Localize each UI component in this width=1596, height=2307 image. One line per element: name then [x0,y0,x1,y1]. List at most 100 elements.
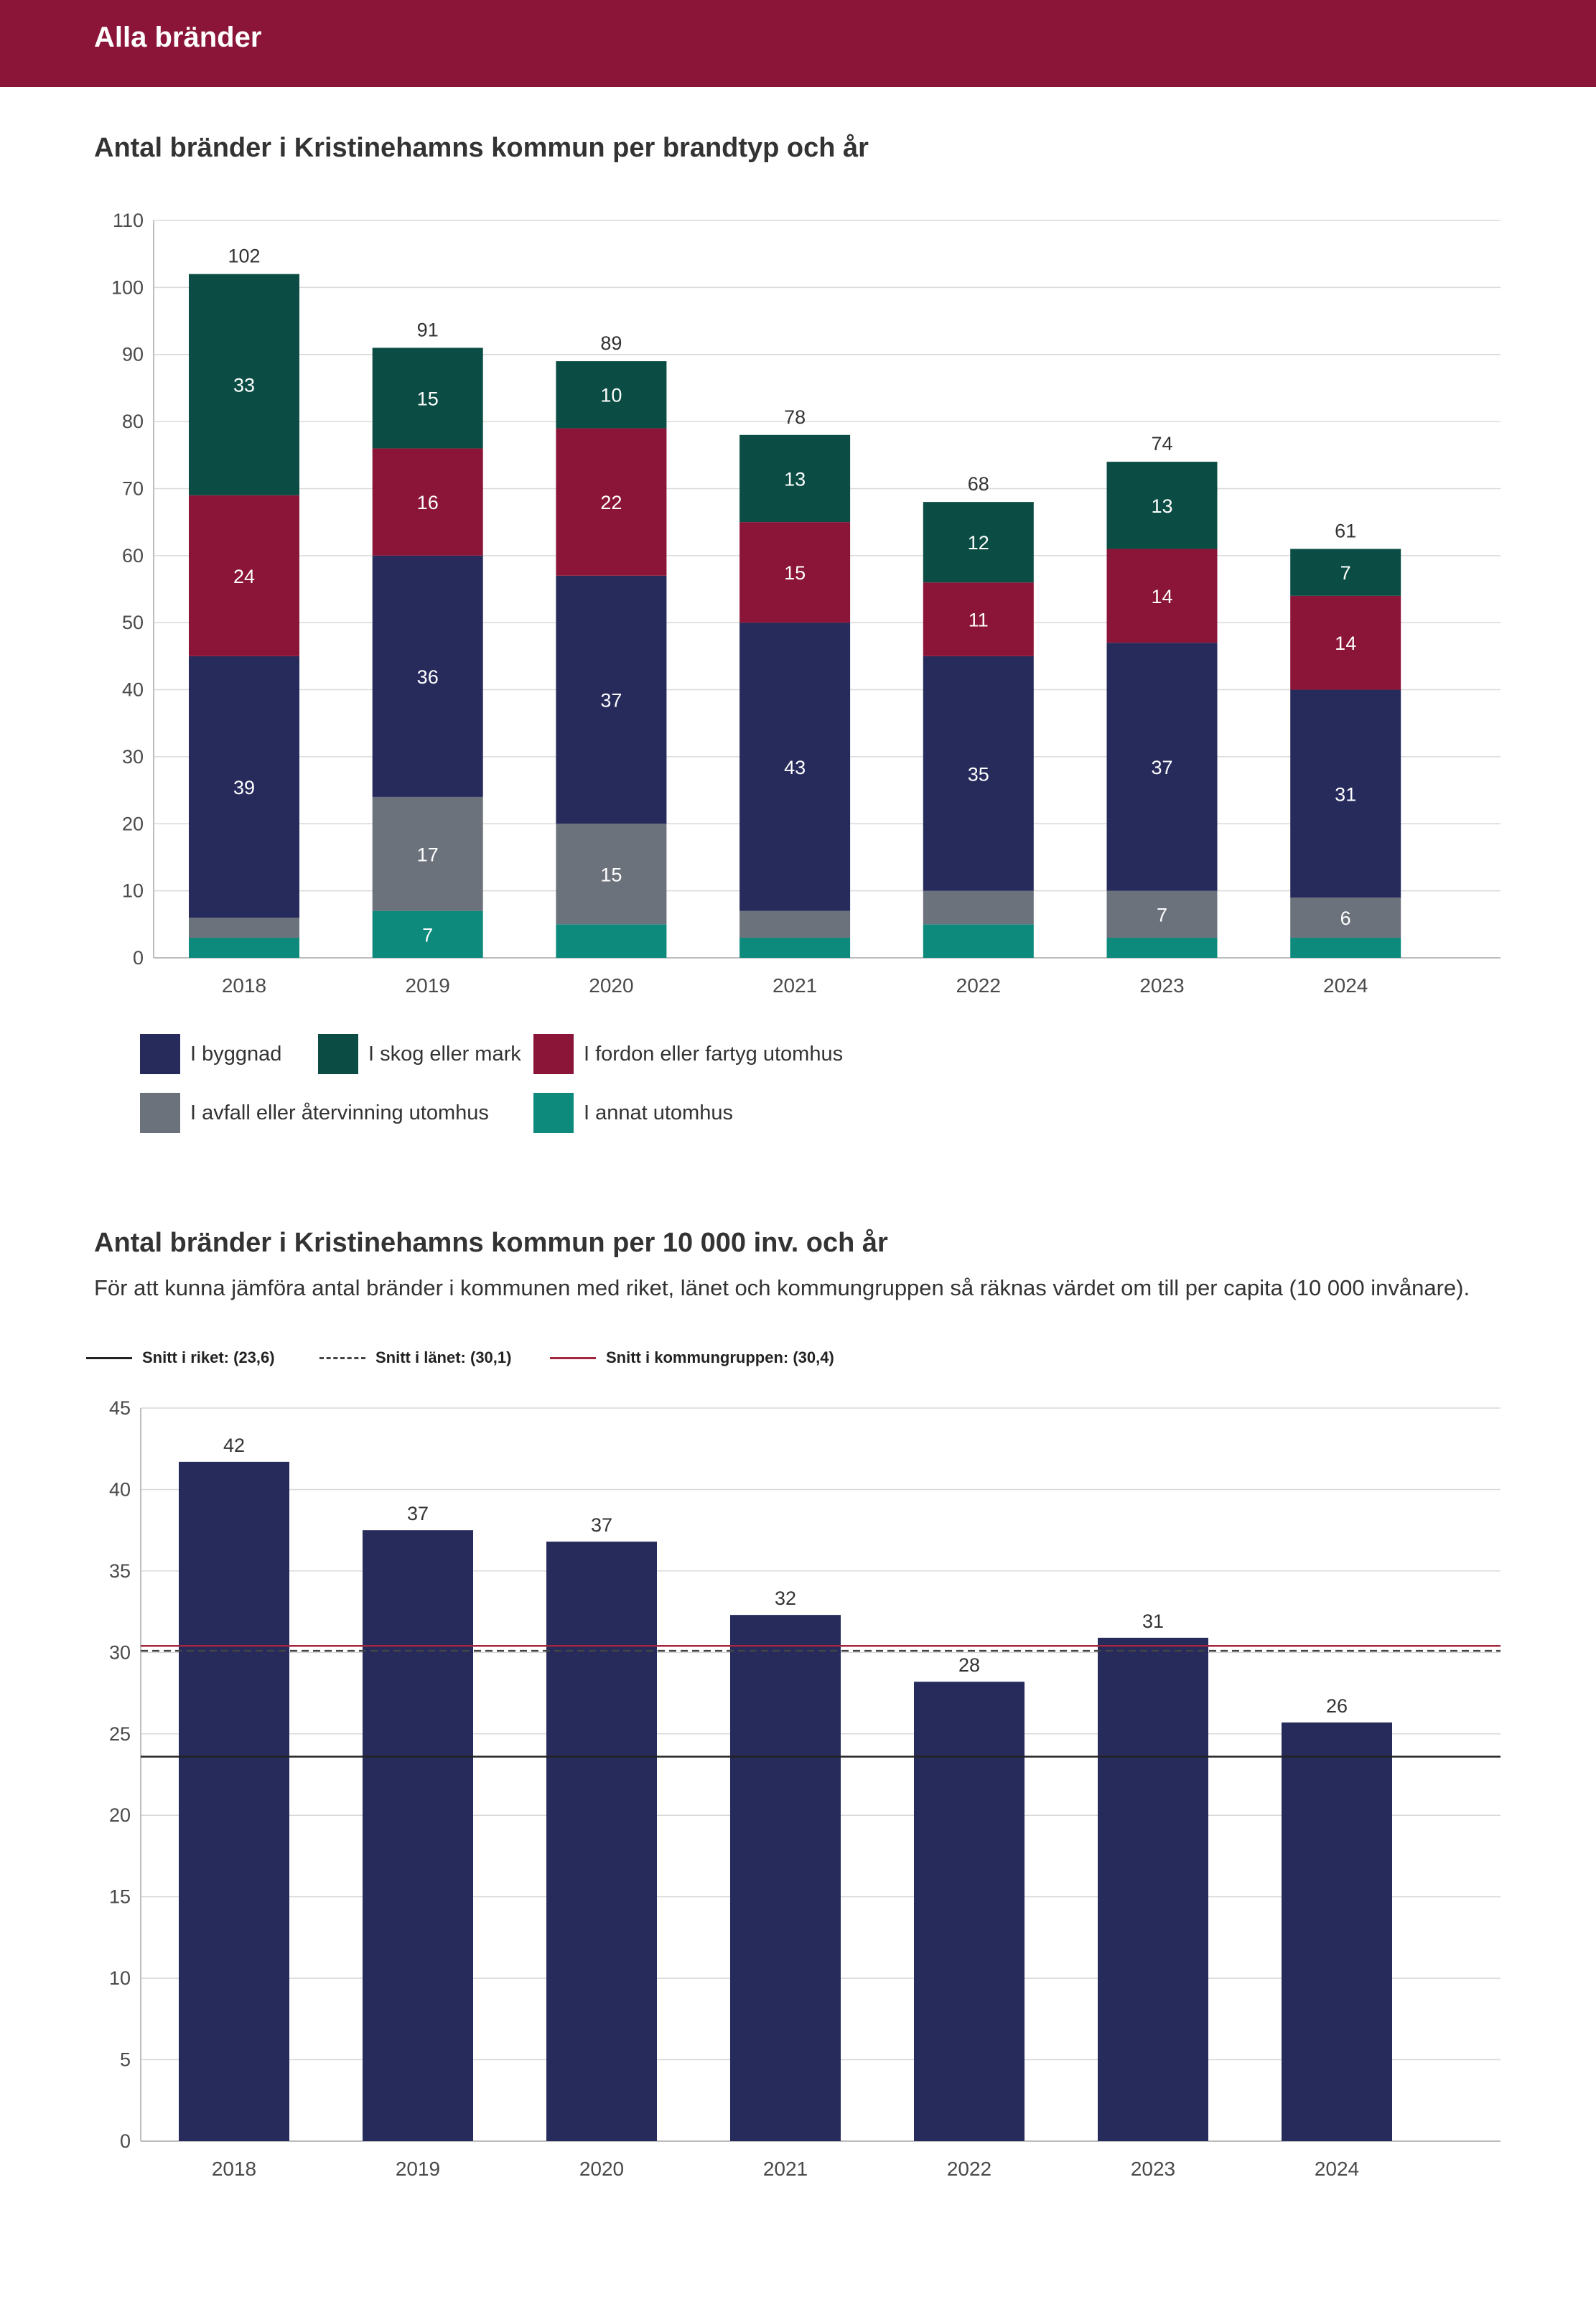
legend-swatch-byggnad [140,1034,180,1074]
chart1-xtick-label: 2018 [222,974,266,997]
legend-item-skog: I skog eller mark [318,1034,521,1074]
chart1-bar-segment [923,502,1034,583]
ref-label-riket: Snitt i riket: (23,6) [142,1348,275,1366]
chart1-bar-segment [1106,643,1218,891]
chart2-value-label: 42 [223,1435,245,1456]
chart2-subtitle: För att kunna jämföra antal bränder i ko… [94,1275,1470,1300]
legend-item-annat: I annat utomhus [533,1093,733,1133]
chart1-segment-label: 35 [968,763,989,785]
chart1-ytick-label: 80 [122,411,144,432]
chart1-segment-label: 7 [1157,904,1167,926]
chart1-bar-segment [372,448,483,556]
chart2-bar [1282,1722,1392,2141]
chart1-ytick-label: 20 [122,813,144,834]
chart1-segment-label: 15 [784,562,806,584]
chart1-segment-label: 13 [1151,495,1172,517]
legend-swatch-skog [318,1034,358,1074]
chart2-value-label: 31 [1142,1611,1164,1632]
chart1-segment-label: 22 [600,492,622,513]
chart1-segment-label: 37 [600,690,622,712]
chart1-segment-label: 17 [417,844,439,865]
ref-line-riket-swatch [86,1356,132,1359]
legend-swatch-avfall [140,1093,180,1133]
chart1-ytick-label: 90 [122,344,144,365]
chart1-ytick-label: 60 [122,545,144,567]
ref-label-lanet: Snitt i länet: (30,1) [375,1348,512,1366]
ref-line-kommungrupp-swatch [550,1356,596,1359]
chart1-bar-segment [1290,689,1401,898]
chart1-total-label: 74 [1151,433,1172,455]
chart1-bar-segment [372,348,483,449]
chart2-value-label: 26 [1326,1695,1348,1717]
chart1-ytick-label: 110 [113,210,144,231]
chart2-bar [546,1542,657,2141]
chart1-segment-label: 37 [1151,757,1172,778]
header-bar: Alla bränder [0,0,1596,87]
chart2-ytick-label: 5 [120,2049,131,2071]
chart1-bar-segment [923,890,1034,925]
chart1-legend: I byggnad I skog eller mark I fordon ell… [140,1034,1145,1156]
chart1-segment-label: 43 [784,757,806,778]
legend-label-annat: I annat utomhus [584,1101,733,1124]
chart1-bar-segment [189,274,299,495]
chart1-bar-segment [189,656,299,918]
chart1-ytick-label: 70 [122,477,144,499]
chart1-xtick-label: 2020 [589,974,633,997]
chart2-bar [730,1615,841,2141]
chart2-value-label: 32 [775,1588,796,1609]
chart1-segment-label: 15 [417,388,439,409]
chart1-xtick-label: 2024 [1323,974,1368,997]
chart1-bar-segment [189,917,299,938]
legend-label-avfall: I avfall eller återvinning utomhus [190,1101,489,1124]
legend-label-fordon: I fordon eller fartyg utomhus [584,1042,844,1066]
chart1-ytick-label: 10 [122,880,144,902]
chart1-segment-label: 12 [968,532,989,554]
chart1-bar-segment [1106,462,1218,549]
chart1-total-label: 78 [784,406,806,428]
chart1-segment-label: 7 [1340,562,1351,584]
chart1-segment-label: 24 [233,566,255,587]
chart1-ytick-label: 100 [111,276,144,298]
chart2-bar [1098,1637,1208,2141]
ref-legend-kommungrupp: Snitt i kommungruppen: (30,4) [550,1348,834,1367]
chart1-bar-segment [739,623,851,911]
chart2-xtick-label: 2018 [212,2158,256,2180]
chart1-segment-label: 13 [784,468,806,490]
chart1-segment-label: 10 [600,385,622,406]
chart1-bar-segment [556,428,667,576]
chart2-xtick-label: 2019 [396,2158,440,2180]
chart1-total-label: 91 [417,319,439,340]
chart1-total-label: 89 [600,332,622,354]
chart1-segment-label: 16 [417,492,439,513]
chart1-bar-segment [556,824,667,925]
chart1-ytick-label: 30 [122,746,144,768]
chart1-total-label: 68 [968,473,989,495]
chart2-ytick-label: 20 [109,1804,131,1826]
legend-swatch-fordon [533,1034,574,1074]
chart1-stacked-bar: 0 10 20 30 40 50 60 70 80 90 100 110 39 24 33 102 2018 7 1… [111,210,1501,997]
chart1-xtick-label: 2021 [773,974,817,997]
chart1-bar-segment [739,937,851,958]
chart1-bar-segment [1106,937,1218,958]
chart1-segment-label: 33 [233,375,255,396]
chart1-total-label: 61 [1335,520,1356,541]
chart2-xtick-label: 2023 [1131,2158,1175,2180]
chart1-xtick-label: 2019 [406,974,450,997]
chart1-bar-segment [739,434,851,523]
ref-legend-lanet: Snitt i länet: (30,1) [319,1348,511,1367]
chart2-ytick-label: 40 [109,1478,131,1500]
chart2-ytick-label: 0 [120,2130,131,2152]
chart1-bar-segment [189,495,299,656]
chart1-segment-label: 15 [600,864,622,885]
chart1-segment-label: 14 [1151,586,1172,607]
chart1-ytick-label: 50 [122,612,144,633]
legend-label-skog: I skog eller mark [368,1042,521,1066]
chart2-xtick-label: 2024 [1315,2158,1359,2180]
chart1-bar-segment [1290,549,1401,596]
chart1-segment-label: 31 [1335,783,1356,805]
chart2-bar [914,1682,1025,2141]
page-title: Alla bränder [94,22,262,53]
chart1-xtick-label: 2022 [956,974,1001,997]
chart1-segment-label: 7 [422,924,433,946]
